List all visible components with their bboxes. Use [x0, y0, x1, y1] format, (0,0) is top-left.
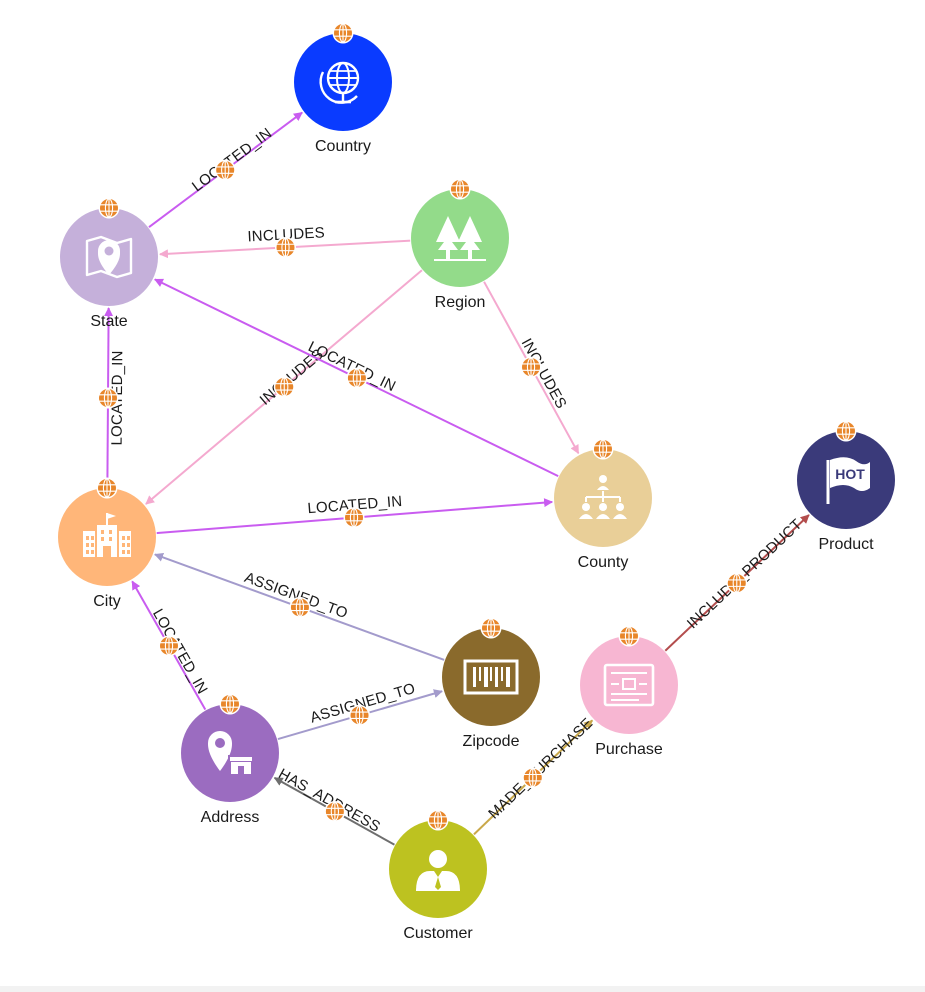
node-label-city: City: [93, 593, 121, 610]
edge-badge-icon[interactable]: [289, 596, 311, 618]
edge-zipcode-city[interactable]: ASSIGNED_TO: [154, 553, 446, 662]
hot-flag-icon: HOT: [826, 457, 870, 504]
city-building-icon: [83, 513, 131, 557]
node-circle-country[interactable]: [294, 33, 392, 131]
node-state[interactable]: State: [59, 197, 159, 331]
node-city[interactable]: City: [57, 477, 157, 611]
node-label-country: Country: [315, 138, 371, 155]
edge-label-address-city: LOCATED_IN: [149, 606, 211, 697]
node-address[interactable]: Address: [180, 693, 280, 827]
edge-badge-icon[interactable]: [214, 159, 236, 181]
edge-badge-icon[interactable]: [349, 704, 371, 726]
node-label-address: Address: [201, 809, 260, 826]
node-badge-icon[interactable]: [835, 420, 857, 442]
edge-region-state[interactable]: INCLUDES: [159, 224, 412, 259]
nodes-layer: Country State Region County HOT Product City Zi…: [57, 22, 896, 943]
node-purchase[interactable]: Purchase: [579, 625, 679, 759]
node-badge-icon[interactable]: [592, 438, 614, 460]
globe-icon: [319, 61, 360, 104]
trees-icon: [434, 216, 486, 261]
node-badge-icon[interactable]: [332, 22, 354, 44]
edge-purchase-product[interactable]: INCLUDE_PRODUCT: [663, 514, 810, 653]
edge-state-country[interactable]: LOCATED_IN: [147, 111, 303, 229]
hot-flag-text: HOT: [835, 466, 865, 482]
edge-badge-icon[interactable]: [343, 507, 365, 529]
node-label-region: Region: [435, 294, 486, 311]
node-badge-icon[interactable]: [98, 197, 120, 219]
edge-badge-icon[interactable]: [346, 367, 368, 389]
edge-badge-icon[interactable]: [726, 572, 748, 594]
edge-label-purchase-product: INCLUDE_PRODUCT: [684, 516, 806, 632]
node-label-customer: Customer: [403, 925, 473, 942]
node-label-state: State: [90, 313, 127, 330]
node-label-zipcode: Zipcode: [463, 733, 520, 750]
node-circle-customer[interactable]: [389, 820, 487, 918]
map-pin-icon: [85, 235, 133, 279]
node-badge-icon[interactable]: [449, 178, 471, 200]
edge-customer-address[interactable]: HAS_ADDRESS: [273, 765, 396, 847]
node-label-product: Product: [818, 536, 874, 553]
node-badge-icon[interactable]: [480, 617, 502, 639]
barcode-icon: [463, 659, 519, 695]
edge-badge-icon[interactable]: [273, 376, 295, 398]
node-circle-purchase[interactable]: [580, 636, 678, 734]
edge-label-customer-address: HAS_ADDRESS: [275, 765, 383, 835]
edge-label-region-state: INCLUDES: [247, 224, 325, 245]
edge-badge-icon[interactable]: [522, 767, 544, 789]
receipt-icon: [603, 663, 655, 707]
edge-region-county[interactable]: INCLUDES: [482, 280, 580, 455]
edge-address-city[interactable]: LOCATED_IN: [131, 580, 211, 711]
org-chart-icon: [579, 475, 627, 519]
location-store-icon: [208, 731, 254, 775]
node-product[interactable]: HOT Product: [796, 420, 896, 554]
edge-label-customer-purchase: MADE_PURCHASE: [485, 715, 596, 823]
bottom-strip: [0, 986, 925, 992]
edge-badge-icon[interactable]: [158, 635, 180, 657]
edge-badge-icon[interactable]: [97, 387, 119, 409]
edge-label-state-country: LOCATED_IN: [189, 125, 275, 196]
node-badge-icon[interactable]: [219, 693, 241, 715]
node-county[interactable]: County: [553, 438, 653, 572]
node-country[interactable]: Country: [293, 22, 393, 156]
edge-city-state[interactable]: LOCATED_IN: [97, 307, 126, 489]
node-badge-icon[interactable]: [618, 625, 640, 647]
person-icon: [416, 850, 460, 891]
node-zipcode[interactable]: Zipcode: [441, 617, 541, 751]
edge-badge-icon[interactable]: [274, 236, 296, 258]
node-badge-icon[interactable]: [427, 809, 449, 831]
edge-address-zipcode[interactable]: ASSIGNED_TO: [276, 680, 443, 741]
edge-badge-icon[interactable]: [324, 800, 346, 822]
edge-badge-icon[interactable]: [520, 356, 542, 378]
node-badge-icon[interactable]: [96, 477, 118, 499]
edge-city-county[interactable]: LOCATED_IN: [155, 493, 554, 535]
node-customer[interactable]: Customer: [388, 809, 488, 943]
node-label-purchase: Purchase: [595, 741, 663, 758]
node-region[interactable]: Region: [410, 178, 510, 312]
node-label-county: County: [578, 554, 629, 571]
